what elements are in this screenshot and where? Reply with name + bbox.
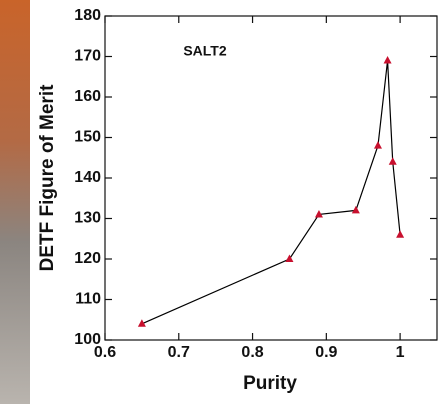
y-tick-label: 170 xyxy=(74,48,101,65)
marker xyxy=(373,141,382,149)
y-tick-label: 180 xyxy=(74,7,101,24)
y-tick-label: 140 xyxy=(74,169,101,186)
x-tick-label: 1 xyxy=(396,344,405,361)
x-tick-label: 0.8 xyxy=(241,344,263,361)
x-axis-label: Purity xyxy=(243,373,297,394)
y-tick-label: 110 xyxy=(75,291,101,308)
y-axis-label: DETF Figure of Merit xyxy=(37,84,58,272)
backdrop xyxy=(0,0,30,404)
marker xyxy=(388,157,397,165)
marker xyxy=(396,230,405,238)
x-tick-label: 0.7 xyxy=(168,344,190,361)
marker xyxy=(351,205,360,214)
x-tick-label: 0.9 xyxy=(315,344,337,361)
y-tick-label: 120 xyxy=(74,250,101,267)
marker xyxy=(285,254,294,262)
marker xyxy=(314,209,323,218)
y-tick-label: 160 xyxy=(74,88,101,105)
annotation: SALT2 xyxy=(183,43,227,59)
y-tick-label: 150 xyxy=(74,129,101,146)
y-tick-label: 130 xyxy=(74,210,101,227)
marker xyxy=(137,319,146,327)
marker xyxy=(383,56,392,64)
x-tick-label: 0.6 xyxy=(94,344,116,361)
y-tick-label: 100 xyxy=(74,331,101,348)
line xyxy=(141,60,401,325)
